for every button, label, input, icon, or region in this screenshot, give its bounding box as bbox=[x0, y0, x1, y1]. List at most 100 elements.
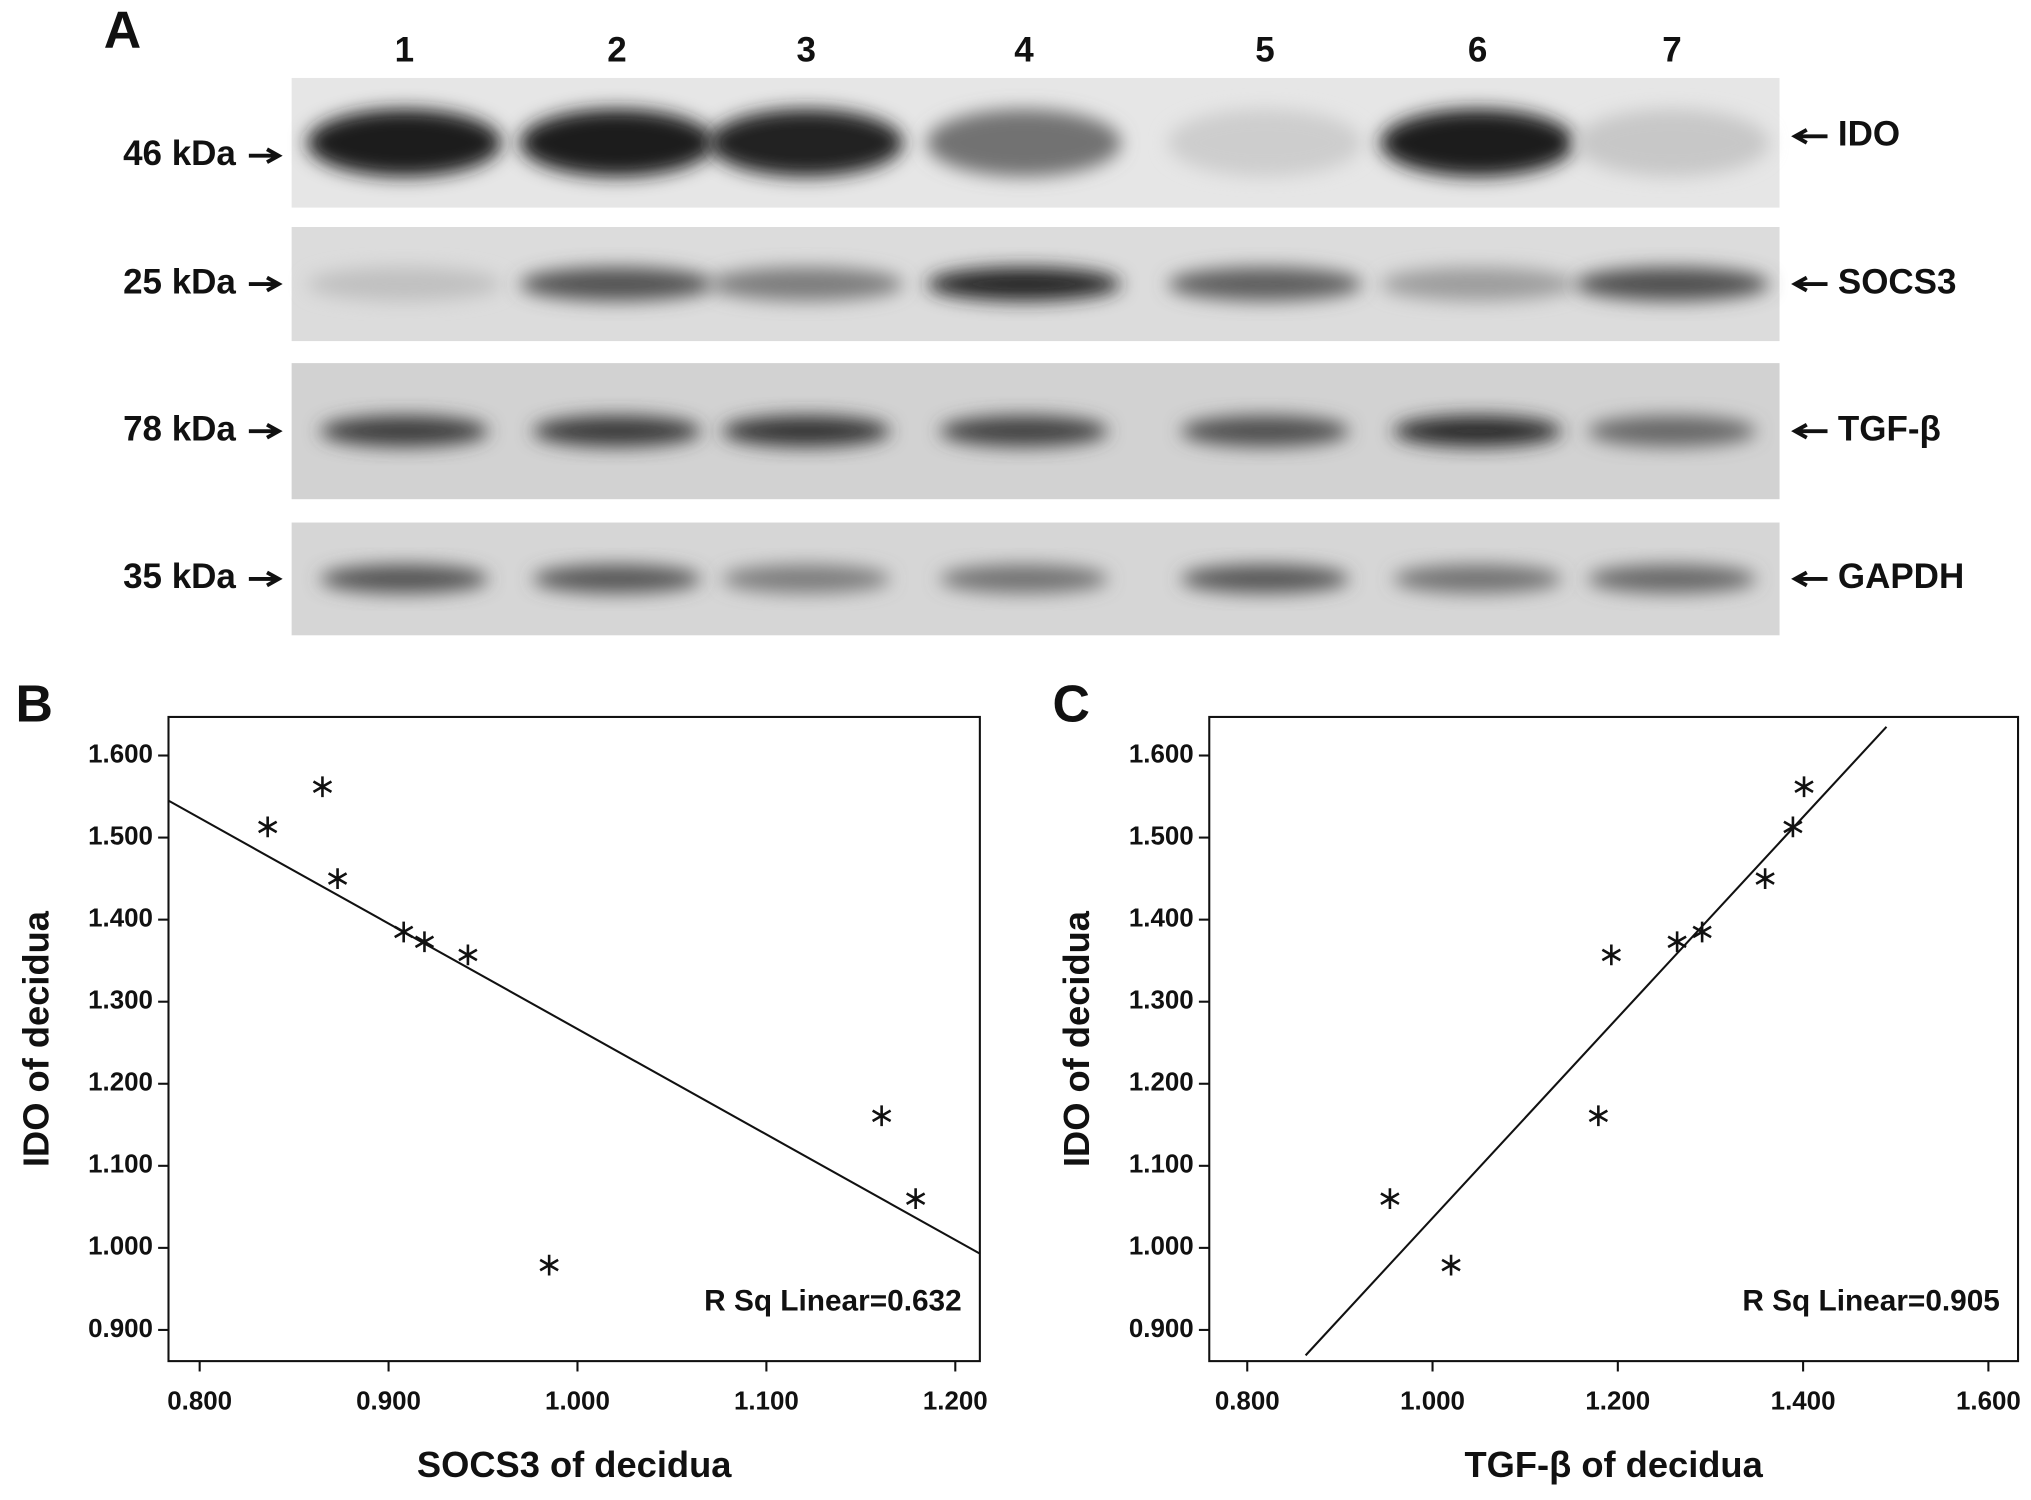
y-tick-label: 1.400 bbox=[88, 904, 153, 932]
point bbox=[1692, 921, 1712, 943]
arrow bbox=[248, 147, 283, 164]
plot-frame bbox=[1208, 715, 2020, 1363]
point bbox=[414, 931, 435, 953]
weight-label: 46 kDa bbox=[123, 134, 236, 173]
lane-label: 5 bbox=[1255, 30, 1274, 69]
blot-band bbox=[532, 415, 702, 447]
y-tick-label: 1.300 bbox=[88, 987, 153, 1015]
blot-band bbox=[519, 109, 715, 177]
protein-label: SOCS3 bbox=[1838, 262, 1957, 301]
annotation: R Sq Linear=0.905 bbox=[1742, 1285, 2000, 1318]
x-tick-label: 1.200 bbox=[923, 1387, 988, 1415]
blot-band bbox=[926, 267, 1122, 301]
blot-band bbox=[926, 109, 1122, 177]
blot-band bbox=[1574, 109, 1770, 177]
panel-label: A bbox=[104, 1, 141, 59]
protein-label: IDO bbox=[1838, 115, 1900, 154]
x-axis-title: TGF-β of decidua bbox=[1465, 1444, 1764, 1485]
blot-band bbox=[1393, 415, 1562, 447]
arrow bbox=[248, 422, 283, 440]
point bbox=[327, 868, 348, 889]
y-tick-label: 1.600 bbox=[88, 740, 153, 768]
y-tick-label: 1.400 bbox=[1129, 904, 1194, 932]
blot-band bbox=[532, 564, 702, 594]
blot-band bbox=[708, 267, 904, 301]
y-axis-title: IDO of decidua bbox=[1056, 910, 1097, 1167]
point bbox=[1601, 944, 1621, 966]
x-tick-label: 1.400 bbox=[1771, 1387, 1836, 1415]
blot-band bbox=[721, 415, 891, 447]
annotation: R Sq Linear=0.632 bbox=[704, 1285, 962, 1318]
panel-label: C bbox=[1052, 675, 1089, 733]
x-tick-label: 1.000 bbox=[545, 1387, 610, 1415]
y-tick-label: 1.000 bbox=[88, 1233, 153, 1261]
point bbox=[458, 944, 478, 966]
y-tick-label: 0.900 bbox=[88, 1315, 153, 1343]
y-axis-title: IDO of decidua bbox=[15, 910, 56, 1167]
blot-band bbox=[1167, 267, 1363, 301]
blot-band bbox=[1380, 109, 1575, 177]
blot-band bbox=[1574, 267, 1770, 301]
lane-label: 7 bbox=[1662, 30, 1681, 69]
weight-label: 35 kDa bbox=[123, 557, 236, 596]
y-tick-label: 1.100 bbox=[1129, 1151, 1194, 1179]
point bbox=[1783, 816, 1803, 838]
point bbox=[312, 776, 333, 798]
fit-line bbox=[1304, 726, 1888, 1357]
fit-line bbox=[167, 799, 981, 1255]
arrow bbox=[248, 570, 283, 588]
point bbox=[394, 921, 414, 943]
x-axis-title: SOCS3 of decidua bbox=[417, 1444, 732, 1485]
lane-label: 2 bbox=[607, 30, 626, 69]
blot-band bbox=[307, 267, 502, 301]
arrow bbox=[1791, 128, 1828, 145]
weight-label: 78 kDa bbox=[123, 409, 236, 448]
x-tick-label: 1.600 bbox=[1956, 1387, 2021, 1415]
y-tick-label: 1.000 bbox=[1129, 1233, 1194, 1261]
x-tick-label: 1.000 bbox=[1400, 1387, 1465, 1415]
blot-band bbox=[1393, 564, 1562, 594]
y-tick-label: 1.200 bbox=[1129, 1069, 1194, 1097]
arrow bbox=[1791, 422, 1828, 440]
point bbox=[539, 1254, 559, 1276]
blot-band bbox=[519, 267, 715, 301]
point bbox=[1441, 1254, 1461, 1276]
blot-band bbox=[1587, 415, 1757, 447]
blot-band bbox=[1167, 109, 1363, 177]
x-tick-label: 0.800 bbox=[1215, 1387, 1280, 1415]
plot-frame bbox=[167, 715, 981, 1363]
y-tick-label: 1.200 bbox=[88, 1069, 153, 1097]
lane-label: 3 bbox=[796, 30, 815, 69]
blot-band bbox=[320, 564, 489, 594]
arrow bbox=[1791, 275, 1828, 293]
y-tick-label: 1.100 bbox=[88, 1151, 153, 1179]
point bbox=[258, 816, 278, 838]
protein-label: TGF-β bbox=[1838, 409, 1941, 448]
y-tick-label: 1.500 bbox=[88, 822, 153, 850]
blot-band bbox=[1180, 564, 1350, 594]
x-tick-label: 0.800 bbox=[167, 1387, 232, 1415]
weight-label: 25 kDa bbox=[123, 262, 236, 301]
blot-band bbox=[307, 109, 502, 177]
blot-band bbox=[939, 415, 1109, 447]
y-tick-label: 1.600 bbox=[1129, 740, 1194, 768]
blot-band bbox=[1587, 564, 1757, 594]
lane-label: 4 bbox=[1014, 30, 1034, 69]
arrow bbox=[1791, 570, 1828, 588]
y-tick-label: 1.300 bbox=[1129, 987, 1194, 1015]
point bbox=[1794, 776, 1814, 798]
y-tick-label: 0.900 bbox=[1129, 1315, 1194, 1343]
x-tick-label: 1.200 bbox=[1585, 1387, 1650, 1415]
lane-label: 6 bbox=[1468, 30, 1487, 69]
blot-band bbox=[1380, 267, 1575, 301]
x-tick-label: 0.900 bbox=[356, 1387, 421, 1415]
panel-label: B bbox=[16, 675, 53, 733]
point bbox=[1755, 868, 1775, 889]
point bbox=[1380, 1188, 1400, 1210]
point bbox=[1667, 931, 1687, 953]
arrow bbox=[248, 275, 283, 293]
protein-label: GAPDH bbox=[1838, 557, 1964, 596]
blot-band bbox=[721, 564, 891, 594]
point bbox=[871, 1105, 892, 1127]
